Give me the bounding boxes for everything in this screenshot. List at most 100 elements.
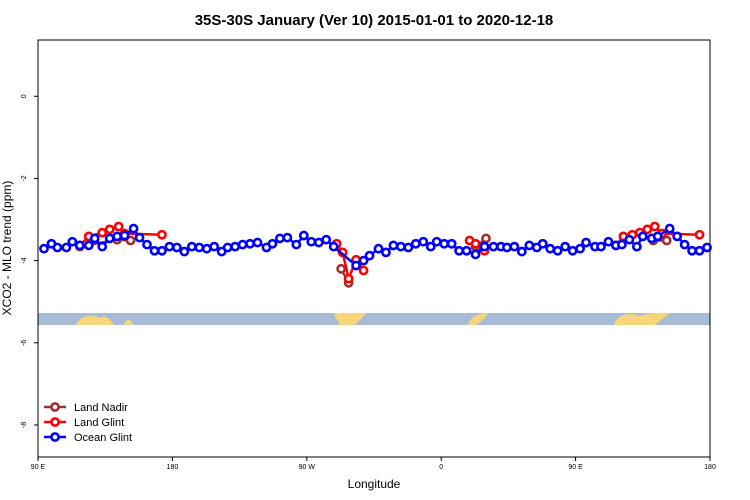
- point: [687, 245, 697, 256]
- x-tick-label: 180: [167, 464, 179, 471]
- point: [694, 245, 705, 256]
- point: [479, 241, 490, 252]
- point: [560, 241, 571, 252]
- point: [431, 236, 442, 247]
- y-axis-label: XCO2 - MLO trend (ppm): [0, 181, 14, 316]
- point: [567, 245, 578, 256]
- point: [425, 241, 436, 252]
- point: [358, 255, 369, 266]
- point: [672, 231, 683, 242]
- point: [664, 223, 675, 234]
- point: [661, 235, 672, 246]
- point: [637, 231, 648, 242]
- point: [245, 238, 255, 249]
- map-strip: [38, 312, 710, 325]
- point: [679, 239, 690, 250]
- point: [446, 238, 457, 249]
- point: [403, 242, 414, 253]
- x-tick-label: 90 W: [299, 464, 316, 471]
- point: [119, 230, 130, 241]
- point: [552, 245, 563, 256]
- point: [481, 233, 491, 244]
- point: [128, 223, 139, 234]
- x-axis-label: Longitude: [348, 477, 401, 491]
- point: [373, 243, 384, 254]
- point: [201, 243, 212, 254]
- point: [157, 245, 167, 256]
- y-tick-label: 0: [21, 94, 28, 98]
- point: [313, 237, 324, 248]
- point: [104, 224, 115, 235]
- point: [67, 236, 78, 247]
- point: [267, 238, 278, 249]
- point: [537, 238, 548, 249]
- point: [545, 243, 556, 254]
- point: [209, 241, 220, 252]
- legend-marker: [50, 417, 60, 427]
- point: [652, 231, 663, 242]
- point: [351, 260, 361, 271]
- point: [237, 239, 248, 250]
- point: [74, 240, 85, 251]
- point: [321, 234, 332, 245]
- y-tick-label: -2: [21, 175, 28, 181]
- point: [142, 239, 152, 250]
- point: [97, 241, 108, 252]
- legend-label: Land Glint: [74, 417, 124, 429]
- point: [694, 229, 705, 240]
- point: [358, 265, 369, 276]
- point: [364, 250, 375, 261]
- x-tick-label: 90 E: [31, 464, 46, 471]
- point: [470, 249, 481, 260]
- point: [291, 239, 302, 250]
- point: [328, 241, 339, 252]
- point: [113, 221, 124, 232]
- point: [61, 242, 72, 253]
- legend-marker: [50, 402, 60, 412]
- legend-label: Land Nadir: [74, 402, 128, 414]
- x-tick-label: 0: [439, 464, 443, 471]
- point: [343, 273, 354, 284]
- point: [581, 237, 591, 248]
- point: [439, 238, 450, 249]
- legend-label: Ocean Glint: [74, 432, 132, 444]
- point: [631, 241, 642, 252]
- point: [186, 241, 197, 252]
- point: [298, 230, 309, 241]
- point: [89, 233, 100, 244]
- point: [603, 236, 614, 247]
- x-tick-label: 180: [704, 464, 716, 471]
- point: [179, 246, 190, 257]
- point: [104, 233, 115, 244]
- point: [470, 238, 481, 249]
- point: [97, 227, 108, 238]
- point: [282, 232, 293, 243]
- point: [336, 263, 347, 274]
- point: [575, 243, 585, 254]
- point: [52, 242, 63, 253]
- point: [624, 234, 635, 245]
- point: [454, 245, 465, 256]
- point: [164, 241, 175, 252]
- point: [418, 236, 429, 247]
- point: [388, 240, 399, 251]
- point: [649, 221, 660, 232]
- point: [381, 247, 391, 258]
- point: [410, 238, 421, 249]
- point: [488, 241, 499, 252]
- point: [194, 242, 205, 253]
- point: [596, 241, 606, 252]
- point: [306, 236, 317, 247]
- point: [616, 239, 627, 250]
- point: [461, 245, 472, 256]
- point: [524, 240, 535, 251]
- point: [134, 232, 145, 243]
- point: [83, 240, 94, 251]
- point: [125, 235, 136, 246]
- legend-marker: [50, 432, 60, 442]
- point: [171, 242, 182, 253]
- point: [509, 241, 520, 252]
- point: [516, 246, 527, 257]
- point: [149, 245, 160, 256]
